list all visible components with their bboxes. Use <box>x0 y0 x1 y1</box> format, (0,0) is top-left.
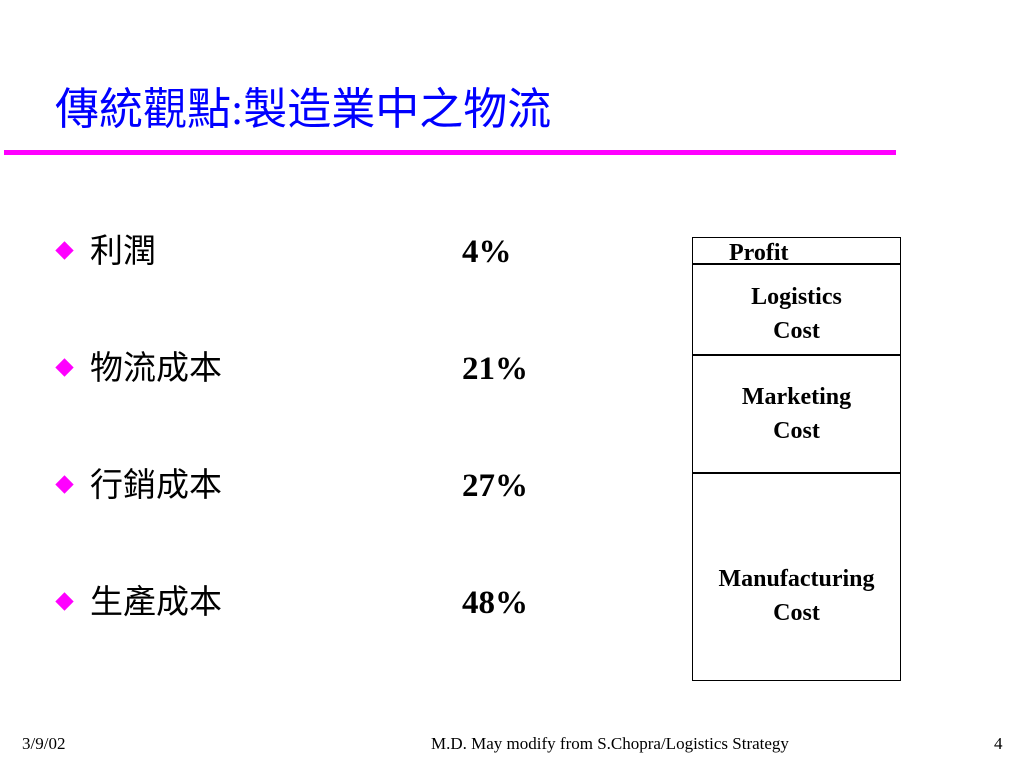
profit-segment-label: Profit <box>729 240 789 266</box>
diamond-bullet-icon <box>55 592 74 611</box>
diamond-bullet-icon <box>55 358 74 377</box>
diamond-bullet-icon <box>55 475 74 494</box>
slide-title: 傳統觀點:製造業中之物流 <box>55 85 552 134</box>
footer-date: 3/9/02 <box>22 734 66 753</box>
marketing-segment-label-1: Marketing <box>741 384 852 410</box>
bullet-label: 行銷成本 <box>90 468 222 504</box>
logistics-segment-label-2: Cost <box>773 318 820 344</box>
segment-divider <box>693 263 900 265</box>
bullet-label: 利潤 <box>90 234 156 270</box>
bullet-value: 27% <box>462 468 528 504</box>
logistics-segment-label-1: Logistics <box>751 284 842 310</box>
bullet-value: 4% <box>462 234 512 270</box>
bullet-label: 生產成本 <box>90 585 222 621</box>
footer-page-number: 4 <box>994 734 1003 753</box>
cost-stack-diagram: Profit Logistics Cost Marketing Cost Man… <box>692 237 901 681</box>
manufacturing-segment-label-2: Cost <box>773 600 820 626</box>
footer-credit: M.D. May modify from S.Chopra/Logistics … <box>431 734 789 753</box>
manufacturing-segment-label-1: Manufacturing <box>718 566 875 592</box>
segment-divider <box>693 472 900 474</box>
segment-divider <box>693 354 900 356</box>
marketing-segment-label-2: Cost <box>773 418 820 444</box>
bullet-label: 物流成本 <box>90 351 222 387</box>
title-underline <box>4 150 896 155</box>
bullet-value: 48% <box>462 585 528 621</box>
bullet-value: 21% <box>462 351 528 387</box>
diamond-bullet-icon <box>55 241 74 260</box>
